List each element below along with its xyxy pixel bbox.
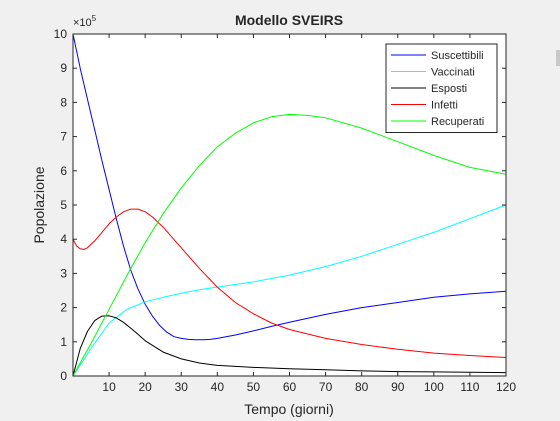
x-tick-label: 80 xyxy=(355,380,369,394)
x-axis-label: Tempo (giorni) xyxy=(244,401,333,417)
x-tick-label: 70 xyxy=(319,380,333,394)
x-tick-label: 90 xyxy=(391,380,405,394)
plot-lines xyxy=(72,33,507,377)
x-tick-label: 110 xyxy=(460,380,479,394)
y-multiplier-label: ×105 xyxy=(73,14,97,29)
x-tick-label: 100 xyxy=(424,380,444,394)
legend-label-vaccinati: Vaccinati xyxy=(431,67,475,79)
legend-label-suscettibili: Suscettibili xyxy=(431,50,484,62)
window-edge-stub xyxy=(556,50,560,66)
series-line-suscettibili xyxy=(72,33,507,341)
series-line-recuperati xyxy=(72,113,507,377)
y-tick-label: 8 xyxy=(60,95,67,109)
y-tick-label: 4 xyxy=(60,232,67,246)
x-tick-label: 10 xyxy=(102,380,116,394)
ticks-layer: 10 20 30 40 50 60 70 80 90 100 110 120 0 1 2 3 4 5 6 7 8 9 10 xyxy=(54,27,517,394)
chart-title: Modello SVEIRS xyxy=(235,12,343,28)
y-tick-label: 5 xyxy=(60,198,67,212)
y-tick-label: 7 xyxy=(60,130,67,144)
x-tick-label: 40 xyxy=(211,380,225,394)
x-tick-label: 120 xyxy=(496,380,516,394)
y-tick-label: 10 xyxy=(54,27,68,41)
y-tick-label: 6 xyxy=(60,164,67,178)
axes-box xyxy=(72,33,507,377)
y-tick-label: 2 xyxy=(60,301,67,315)
y-tick-label: 9 xyxy=(60,61,67,75)
x-tick-label: 30 xyxy=(175,380,189,394)
y-tick-label: 1 xyxy=(60,335,67,349)
y-axis-label: Popolazione xyxy=(31,166,47,243)
legend-label-recuperati: Recuperati xyxy=(431,116,484,128)
x-tick-label: 20 xyxy=(138,380,152,394)
y-tick-label: 0 xyxy=(60,369,67,383)
legend[interactable]: Suscettibili Vaccinati Esposti Infetti Recup… xyxy=(385,43,498,133)
legend-label-esposti: Esposti xyxy=(431,83,467,95)
series-line-esposti xyxy=(72,315,507,377)
x-tick-label: 50 xyxy=(247,380,261,394)
legend-label-infetti: Infetti xyxy=(431,100,458,112)
x-tick-label: 60 xyxy=(283,380,297,394)
y-tick-label: 3 xyxy=(60,266,67,280)
